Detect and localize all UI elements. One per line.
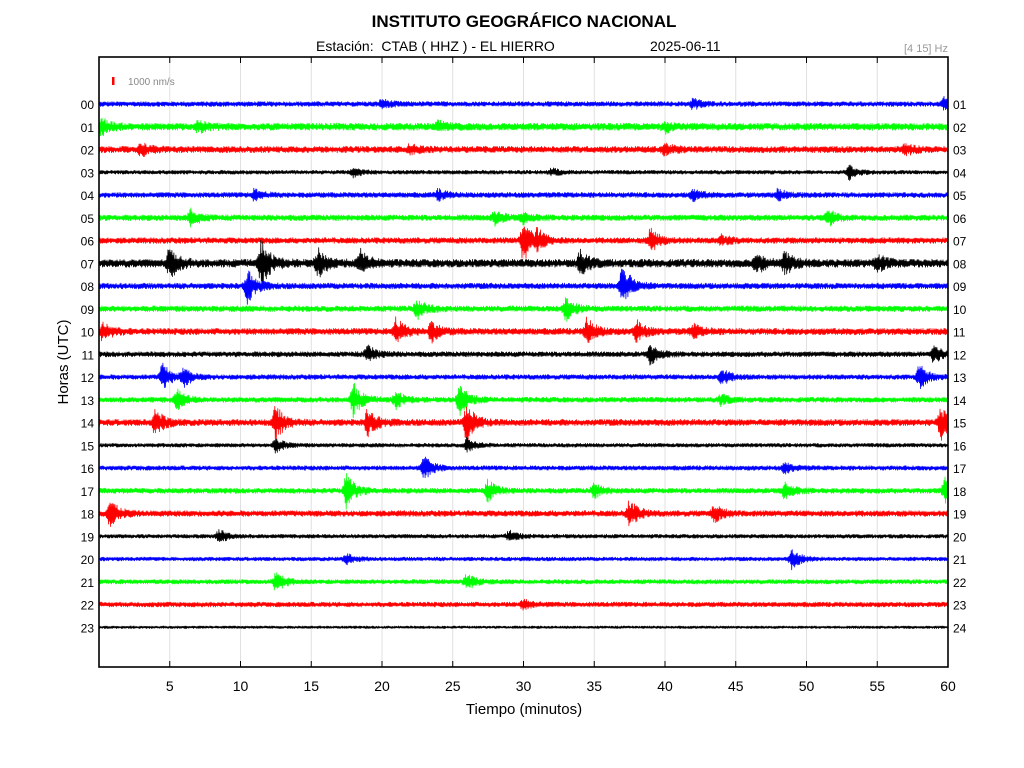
- scale-marker: [112, 77, 115, 85]
- left-hour-label: 06: [81, 235, 95, 249]
- left-hour-label: 14: [81, 417, 95, 431]
- left-hour-label: 09: [81, 303, 95, 317]
- left-hour-label: 19: [81, 530, 95, 544]
- right-hour-label: 04: [953, 166, 967, 180]
- filter-label: [4 15] Hz: [904, 43, 948, 55]
- x-tick-label: 60: [940, 678, 956, 694]
- right-hour-label: 03: [953, 144, 967, 158]
- station-label: Estación: CTAB ( HHZ ) - EL HIERRO: [316, 38, 555, 54]
- left-hour-label: 16: [81, 462, 95, 476]
- left-hour-label: 05: [81, 212, 95, 226]
- x-tick-label: 25: [445, 678, 461, 694]
- x-tick-label: 55: [869, 678, 885, 694]
- x-tick-label: 20: [374, 678, 390, 694]
- x-tick-label: 40: [657, 678, 673, 694]
- right-hour-label: 24: [953, 621, 967, 635]
- left-hour-label: 13: [81, 394, 95, 408]
- x-tick-label: 10: [233, 678, 249, 694]
- right-hour-label: 05: [953, 189, 967, 203]
- right-hour-label: 10: [953, 303, 967, 317]
- right-hour-label: 21: [953, 553, 967, 567]
- x-tick-label: 45: [728, 678, 744, 694]
- right-hour-label: 02: [953, 121, 967, 135]
- x-tick-label: 5: [166, 678, 174, 694]
- right-hour-label: 01: [953, 98, 967, 112]
- right-hour-label: 07: [953, 235, 967, 249]
- right-hour-label: 12: [953, 348, 967, 362]
- right-hour-label: 19: [953, 508, 967, 522]
- left-hour-label: 21: [81, 576, 95, 590]
- left-hour-label: 04: [81, 189, 95, 203]
- left-hour-label: 15: [81, 439, 95, 453]
- chart-title: INSTITUTO GEOGRÁFICO NACIONAL: [372, 12, 677, 31]
- left-hour-label: 12: [81, 371, 95, 385]
- left-hour-label: 02: [81, 144, 95, 158]
- x-tick-label: 50: [799, 678, 815, 694]
- right-hour-label: 22: [953, 576, 967, 590]
- x-tick-label: 35: [586, 678, 602, 694]
- left-hour-label: 23: [81, 621, 95, 635]
- right-hour-label: 11: [953, 326, 966, 340]
- date-label: 2025-06-11: [650, 38, 721, 54]
- right-hour-label: 17: [953, 462, 967, 476]
- x-tick-label: 30: [516, 678, 532, 694]
- right-hour-label: 18: [953, 485, 967, 499]
- right-hour-label: 08: [953, 257, 967, 271]
- right-hour-label: 15: [953, 417, 967, 431]
- y-axis-label: Horas (UTC): [55, 319, 72, 404]
- left-hour-label: 22: [81, 599, 95, 613]
- left-hour-label: 03: [81, 166, 95, 180]
- right-hour-label: 09: [953, 280, 967, 294]
- left-hour-label: 08: [81, 280, 95, 294]
- left-hour-label: 20: [81, 553, 95, 567]
- left-hour-label: 17: [81, 485, 95, 499]
- left-hour-label: 01: [81, 121, 95, 135]
- left-hour-label: 07: [81, 257, 95, 271]
- scale-label: 1000 nm/s: [128, 77, 175, 88]
- left-hour-label: 11: [82, 348, 95, 362]
- left-hour-label: 18: [81, 508, 95, 522]
- right-hour-label: 16: [953, 439, 967, 453]
- x-axis-label: Tiempo (minutos): [466, 701, 582, 718]
- left-hour-label: 10: [81, 326, 95, 340]
- x-tick-label: 15: [303, 678, 319, 694]
- right-hour-label: 20: [953, 530, 967, 544]
- right-hour-label: 14: [953, 394, 967, 408]
- left-hour-label: 00: [81, 98, 95, 112]
- right-hour-label: 23: [953, 599, 967, 613]
- right-hour-label: 13: [953, 371, 967, 385]
- right-hour-label: 06: [953, 212, 967, 226]
